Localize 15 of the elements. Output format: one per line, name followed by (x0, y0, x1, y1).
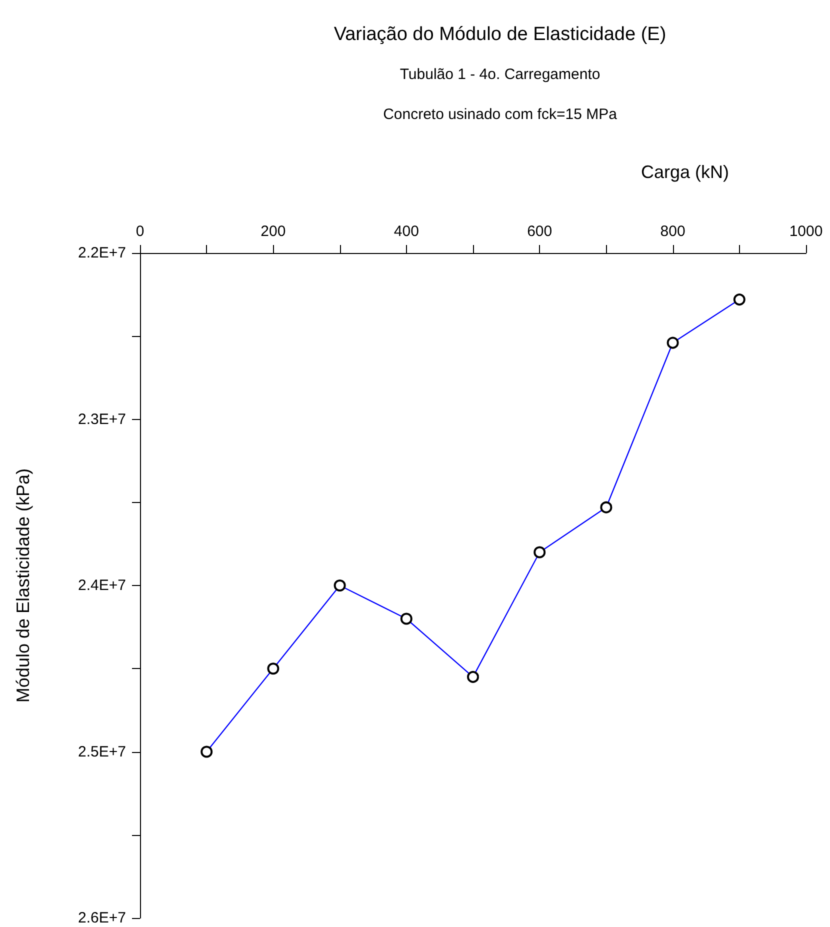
x-tick-label: 600 (527, 223, 552, 240)
y-tick-label: 2.6E+7 (78, 910, 126, 926)
chart-title: Variação do Módulo de Elasticidade (E) (334, 24, 666, 45)
x-tick-label: 800 (660, 223, 686, 240)
y-tick-label: 2.5E+7 (78, 743, 126, 760)
text: Tubulão 1 - 4o. Carregamento Concreto usinado com fck=15 MPa (383, 66, 617, 123)
y-tick-label: 2.3E+7 (78, 410, 126, 428)
y-tick-label: 2.4E+7 (78, 577, 126, 594)
x-tick-label: 1000 (789, 223, 823, 240)
y-axis-title: Módulo de Elasticidade (kPa) (13, 468, 33, 703)
x-tick-label: 0 (136, 223, 144, 240)
x-tick-label: 200 (260, 223, 286, 240)
x-axis-title: Carga (kN) (640, 162, 730, 182)
x-tick-label: 400 (394, 223, 419, 240)
y-tick-label: 2.2E+7 (78, 244, 126, 262)
